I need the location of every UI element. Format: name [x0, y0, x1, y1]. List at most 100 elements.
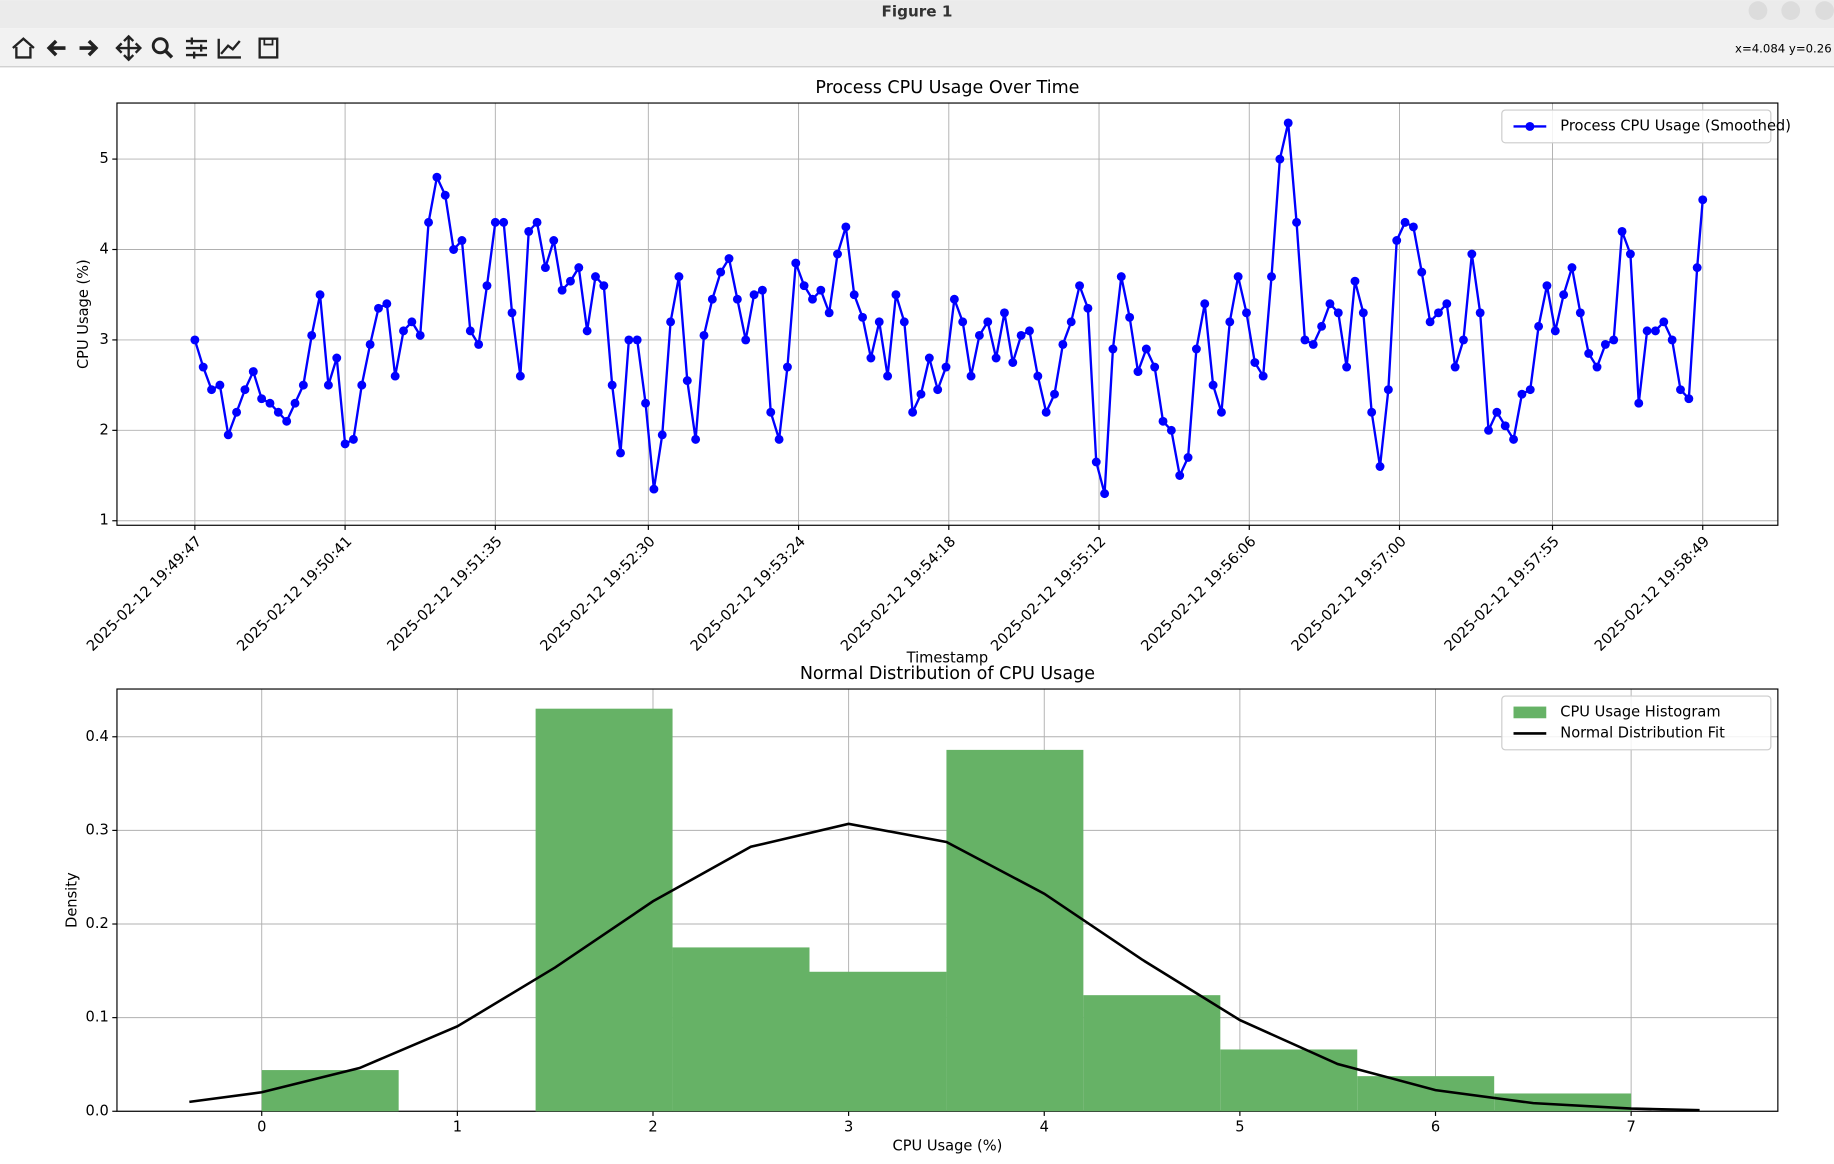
data-point: [207, 385, 216, 395]
figure: Process CPU Usage Over Time 1 2 3 4 5 2025-02-…: [64, 78, 1791, 1155]
data-point: [257, 394, 267, 404]
y-tick-label: 3: [99, 331, 108, 348]
data-point: [298, 380, 308, 390]
data-point: [1500, 421, 1510, 431]
title-bar: [0, 0, 1834, 29]
data-point: [232, 407, 242, 417]
x-tick-label: 2025-02-12 19:51:35: [384, 533, 506, 655]
data-point: [1200, 299, 1210, 309]
data-point: [365, 339, 375, 349]
data-point: [1158, 416, 1168, 426]
minimize-button[interactable]: [1748, 1, 1768, 20]
data-point: [782, 362, 792, 372]
data-point: [574, 263, 584, 273]
data-point: [858, 312, 868, 322]
data-point: [1116, 272, 1126, 282]
data-point: [407, 317, 417, 327]
y-tick-label: 1: [99, 512, 108, 529]
fit-line: [189, 822, 1700, 1112]
data-point: [1166, 425, 1176, 435]
save-button[interactable]: [258, 37, 279, 59]
data-point: [1041, 407, 1051, 417]
data-point: [474, 339, 484, 349]
data-point: [1408, 222, 1418, 232]
window-controls[interactable]: [1748, 1, 1834, 20]
data-point: [1651, 326, 1660, 336]
data-point: [791, 258, 801, 268]
y-axis-label: Density: [64, 872, 81, 928]
home-button[interactable]: [12, 37, 35, 59]
data-point: [741, 335, 751, 345]
data-point: [499, 217, 509, 227]
data-point: [340, 439, 350, 449]
data-point: [774, 434, 784, 444]
data-point: [1542, 281, 1552, 291]
data-point: [1216, 407, 1226, 417]
data-point: [607, 380, 617, 390]
data-point: [999, 308, 1009, 318]
data-point: [866, 353, 876, 363]
configure-button[interactable]: [185, 37, 208, 59]
legend-box: [1501, 109, 1772, 144]
data-point: [1367, 407, 1377, 417]
data-point: [1325, 299, 1335, 309]
histogram-bar: [672, 947, 810, 1112]
forward-button[interactable]: [79, 39, 99, 57]
close-button[interactable]: [1815, 1, 1834, 20]
data-point: [974, 330, 984, 340]
data-point: [1550, 326, 1560, 336]
data-point: [215, 380, 225, 390]
zoom-button[interactable]: [151, 37, 174, 59]
y-tick-label: 0.4: [86, 728, 109, 745]
data-point: [1191, 344, 1201, 354]
data-point: [641, 398, 651, 408]
data-point: [1617, 226, 1627, 236]
data-point: [1600, 339, 1610, 349]
data-point: [1091, 457, 1101, 467]
back-button[interactable]: [46, 39, 66, 57]
data-point: [390, 371, 400, 381]
x-tick-label: 7: [1626, 1119, 1635, 1136]
data-point: [1300, 335, 1310, 345]
histogram-bar: [946, 749, 1084, 1112]
data-point: [1667, 335, 1677, 345]
data-point: [357, 380, 367, 390]
legend-box: [1501, 695, 1772, 751]
toolbar-icons: [12, 34, 279, 62]
y-tick-label: 0.0: [86, 1102, 109, 1119]
data-point: [624, 335, 634, 345]
data-point: [724, 254, 734, 263]
data-point: [1534, 321, 1544, 331]
data-point: [1567, 263, 1577, 273]
data-point: [757, 285, 767, 295]
x-tick-label: 1: [453, 1119, 462, 1136]
data-point: [1183, 453, 1193, 462]
chart-title: Process CPU Usage Over Time: [815, 78, 1079, 98]
y-tick-label: 5: [99, 150, 108, 167]
data-point: [966, 371, 976, 381]
data-point: [1434, 308, 1443, 318]
data-point: [1692, 263, 1702, 273]
data-point: [1698, 195, 1708, 205]
maximize-button[interactable]: [1781, 1, 1801, 20]
data-point: [524, 226, 534, 236]
data-point: [532, 217, 542, 227]
data-point: [1559, 290, 1569, 300]
data-point: [1684, 394, 1694, 404]
data-point: [1242, 308, 1251, 318]
y-tick-label: 0.3: [86, 821, 109, 838]
pan-button[interactable]: [115, 34, 143, 62]
data-point: [732, 294, 742, 304]
legend-patch: [1513, 706, 1547, 719]
data-point: [1484, 425, 1493, 435]
cursor-coordinates: x=4.084 y=0.26: [1735, 42, 1832, 56]
data-point: [766, 407, 776, 417]
data-point: [816, 285, 826, 295]
edit-axes-button[interactable]: [217, 38, 241, 59]
data-point: [682, 376, 692, 386]
y-tick-label: 0.2: [86, 915, 109, 932]
histogram-bar: [535, 708, 673, 1112]
histogram-bar: [261, 1070, 399, 1112]
y-tick-label: 2: [99, 421, 108, 438]
